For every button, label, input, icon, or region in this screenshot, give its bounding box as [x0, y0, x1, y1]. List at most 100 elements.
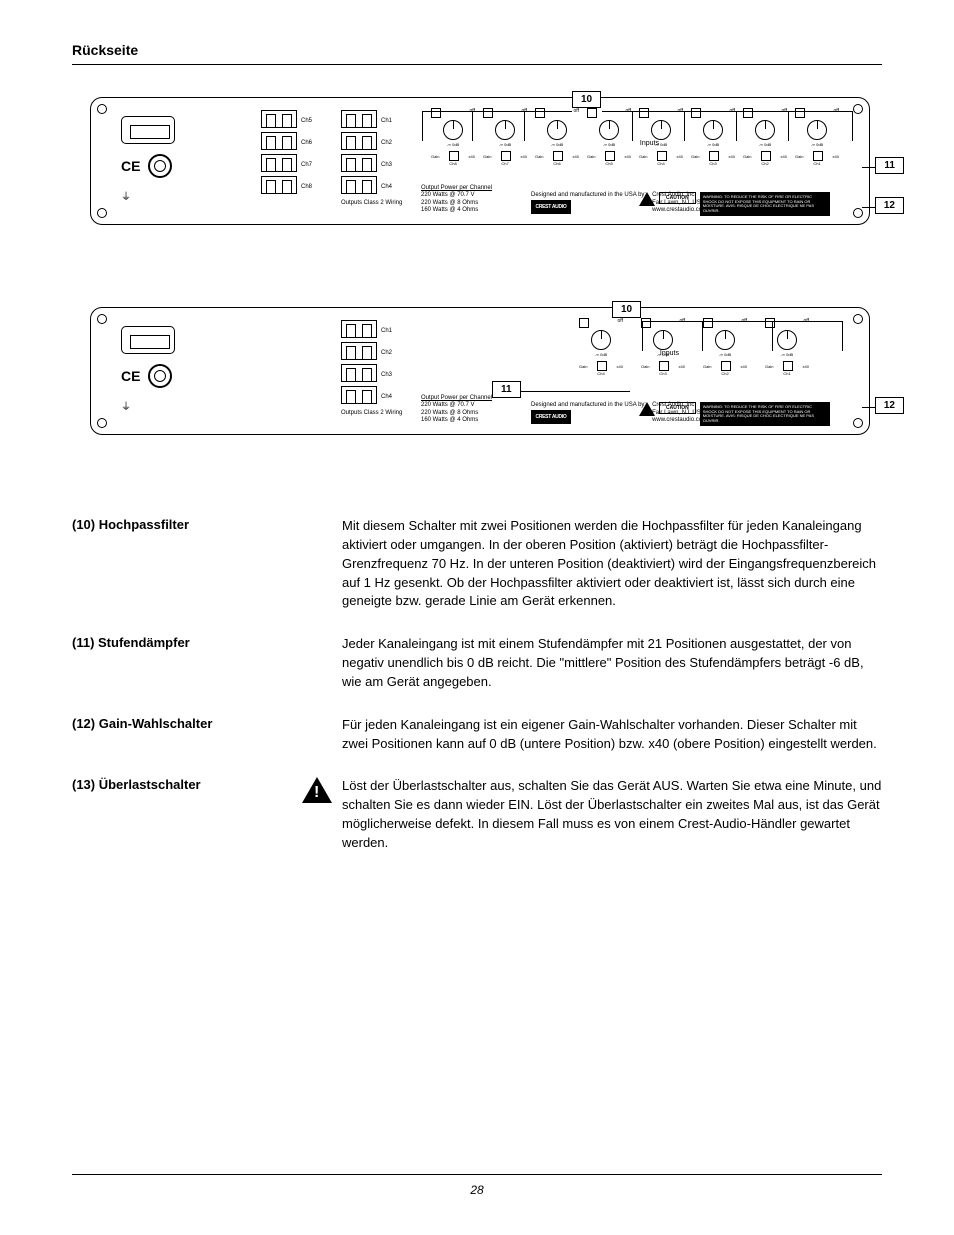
attenuator-knob-icon [591, 330, 611, 350]
footer-rule [72, 1174, 882, 1175]
gain-switch-icon [501, 151, 511, 161]
gain-switch-icon [553, 151, 563, 161]
gain-switch-icon [659, 361, 669, 371]
phoenix-connector-icon [341, 386, 377, 404]
phoenix-connector-icon [341, 110, 377, 128]
phoenix-connector-icon [261, 132, 297, 150]
hpf-switch-icon [743, 108, 753, 118]
input-module: off -∞ 0dB Gainx40 Ch1 [795, 108, 839, 166]
phoenix-connector-icon [341, 154, 377, 172]
hpf-switch-icon [579, 318, 589, 328]
outputs-label: Outputs Class 2 Wiring [341, 200, 402, 206]
page: Rückseite 10 11 12 [0, 0, 954, 1235]
attenuator-knob-icon [547, 120, 567, 140]
hpf-switch-icon [587, 108, 597, 118]
attenuator-knob-icon [715, 330, 735, 350]
attenuator-knob-icon [777, 330, 797, 350]
warning-triangle-icon [639, 192, 655, 206]
phoenix-connector-icon [261, 176, 297, 194]
attenuator-knob-icon [651, 120, 671, 140]
gain-switch-icon [761, 151, 771, 161]
caution-label: CAUTION [659, 402, 696, 414]
ground-icon: ⏚ [121, 398, 251, 413]
section-header: Rückseite [72, 42, 882, 65]
callout-10: 10 [612, 301, 641, 318]
gain-switch-icon [783, 361, 793, 371]
input-modules-4: off -∞ 0dB Gainx40 Ch4 off -∞ 0dB Gainx4… [579, 318, 809, 376]
attenuator-knob-icon [495, 120, 515, 140]
attenuator-knob-icon [599, 120, 619, 140]
entry-gain-wahlschalter: (12) Gain-Wahlschalter Für jeden Kanalei… [72, 716, 882, 754]
entry-hochpassfilter: (10) Hochpassfilter Mit diesem Schalter … [72, 517, 882, 611]
callout-12: 12 [875, 197, 904, 214]
power-inlet-cluster: CE ⏚ [121, 326, 251, 413]
screw-icon [97, 418, 107, 428]
entry-label: (12) Gain-Wahlschalter [72, 716, 342, 731]
rear-panel-diagram-4ch: 10 11 12 CE ⏚ [72, 307, 882, 477]
output-connectors-col-b: Ch1 Ch2 Ch3 Ch4 Outputs Class 2 Wiring [341, 110, 402, 206]
entry-body: Mit diesem Schalter mit zwei Positionen … [342, 517, 882, 611]
screw-icon [853, 104, 863, 114]
warning-triangle-icon [639, 402, 655, 416]
iec-inlet-icon [121, 116, 175, 144]
power-spec-text: Output Power per Channel 220 Watts @ 70.… [421, 395, 492, 424]
input-module: off -∞ 0dB Gainx40 Ch4 [639, 108, 683, 166]
input-module: off -∞ 0dB Gainx40 Ch3 [641, 318, 685, 376]
callout-10: 10 [572, 91, 601, 108]
outputs-label: Outputs Class 2 Wiring [341, 410, 402, 416]
hpf-switch-icon [431, 108, 441, 118]
phoenix-connector-icon [341, 320, 377, 338]
callout-11: 11 [875, 157, 904, 174]
gain-switch-icon [597, 361, 607, 371]
power-spec-text: Output Power per Channel 220 Watts @ 70.… [421, 185, 492, 214]
circuit-breaker-icon [148, 364, 172, 388]
input-module: off -∞ 0dB Gainx40 Ch5 [587, 108, 631, 166]
phoenix-connector-icon [261, 154, 297, 172]
screw-icon [97, 208, 107, 218]
screw-icon [97, 314, 107, 324]
crest-audio-logo: CREST AUDIO [531, 200, 571, 214]
attenuator-knob-icon [653, 330, 673, 350]
gain-switch-icon [449, 151, 459, 161]
gain-switch-icon [605, 151, 615, 161]
attenuator-knob-icon [807, 120, 827, 140]
screw-icon [853, 314, 863, 324]
caution-label: CAUTION [659, 192, 696, 204]
input-module: off -∞ 0dB Gainx40 Ch6 [535, 108, 579, 166]
output-connectors-col: Ch1 Ch2 Ch3 Ch4 Outputs Class 2 Wiring [341, 320, 402, 416]
screw-icon [97, 104, 107, 114]
entry-stufendaempfer: (11) Stufendämpfer Jeder Kanaleingang is… [72, 635, 882, 692]
circuit-breaker-icon [148, 154, 172, 178]
caution-block: CAUTION WARNING: TO REDUCE THE RISK OF F… [639, 192, 839, 216]
entry-label: (13) Überlastschalter [72, 777, 302, 792]
phoenix-connector-icon [341, 342, 377, 360]
hpf-switch-icon [535, 108, 545, 118]
entry-body: Für jeden Kanaleingang ist ein eigener G… [342, 716, 882, 754]
callout-11: 11 [492, 381, 521, 398]
callout-12: 12 [875, 397, 904, 414]
page-number: 28 [0, 1183, 954, 1197]
input-module: off -∞ 0dB Gainx40 Ch8 [431, 108, 475, 166]
input-module: off -∞ 0dB Gainx40 Ch4 [579, 318, 623, 376]
gain-switch-icon [657, 151, 667, 161]
phoenix-connector-icon [261, 110, 297, 128]
input-module: off -∞ 0dB Gainx40 Ch2 [743, 108, 787, 166]
ce-mark: CE [121, 368, 140, 384]
warning-text: WARNING: TO REDUCE THE RISK OF FIRE OR E… [700, 192, 830, 216]
gain-switch-icon [721, 361, 731, 371]
entry-label: (11) Stufendämpfer [72, 635, 342, 650]
warning-text: WARNING: TO REDUCE THE RISK OF FIRE OR E… [700, 402, 830, 426]
entry-body: Löst der Überlastschalter aus, schalten … [342, 777, 882, 852]
hpf-switch-icon [703, 318, 713, 328]
warning-icon [302, 777, 342, 803]
diagrams-area: 10 11 12 [72, 97, 882, 477]
phoenix-connector-icon [341, 364, 377, 382]
input-module: off -∞ 0dB Gainx40 Ch7 [483, 108, 527, 166]
power-inlet-cluster: CE ⏚ [121, 116, 251, 203]
hpf-switch-icon [691, 108, 701, 118]
definitions-list: (10) Hochpassfilter Mit diesem Schalter … [72, 517, 882, 853]
rear-panel-diagram-8ch: 10 11 12 [72, 97, 882, 267]
screw-icon [853, 208, 863, 218]
entry-body: Jeder Kanaleingang ist mit einem Stufend… [342, 635, 882, 692]
gain-switch-icon [813, 151, 823, 161]
